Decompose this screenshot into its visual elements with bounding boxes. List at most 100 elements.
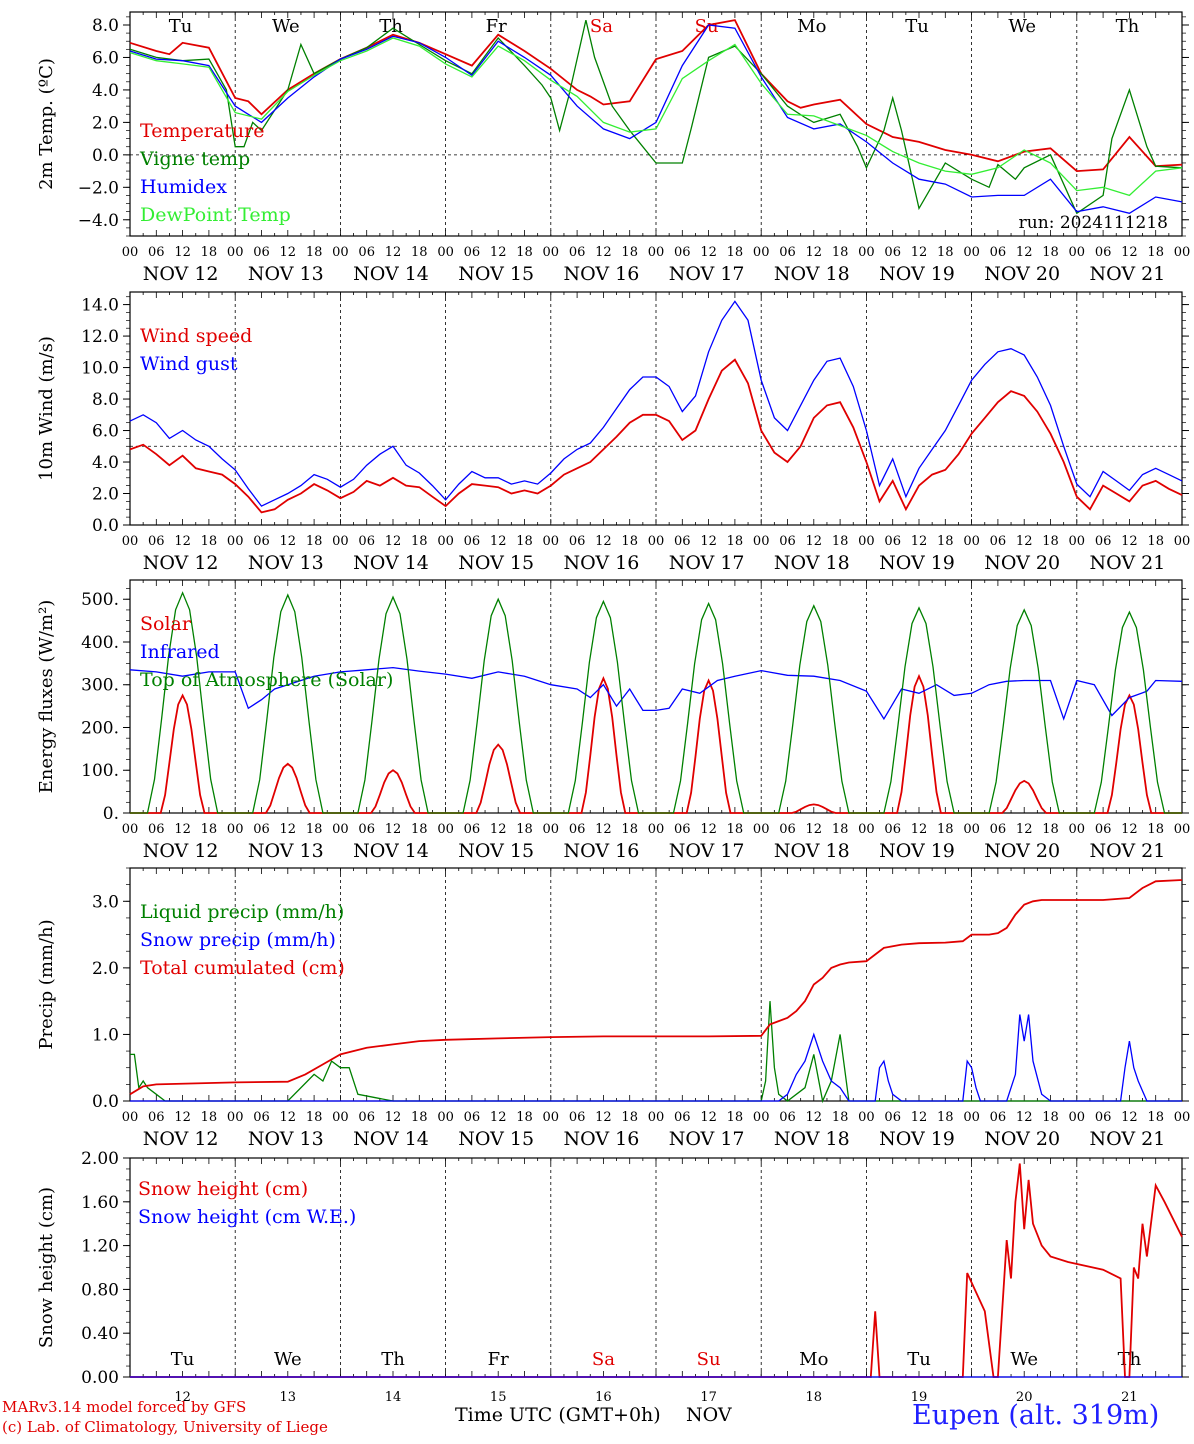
hour-label: 06 xyxy=(884,822,901,837)
date-label: NOV 18 xyxy=(774,840,850,862)
hour-label: 18 xyxy=(832,822,849,837)
hour-label: 12 xyxy=(174,245,191,260)
date-label: NOV 12 xyxy=(143,1128,219,1150)
y-tick-label: 1.20 xyxy=(81,1237,119,1257)
hour-label: 00 xyxy=(122,822,139,837)
hour-label: 12 xyxy=(174,1110,191,1125)
date-label: NOV 12 xyxy=(143,840,219,862)
hour-label: 00 xyxy=(858,534,875,549)
hour-label: 06 xyxy=(990,245,1007,260)
date-label: NOV 17 xyxy=(669,552,745,574)
date-label: NOV 14 xyxy=(353,263,429,285)
hour-label: 18 xyxy=(937,245,954,260)
date-label: NOV 20 xyxy=(984,1128,1060,1150)
day-number-label: 15 xyxy=(490,1390,507,1405)
weekday-label: Tu xyxy=(905,16,929,37)
weekday-label: Th xyxy=(1116,16,1140,37)
date-label: NOV 21 xyxy=(1089,1128,1165,1150)
hour-label: 18 xyxy=(727,1110,744,1125)
hour-label: 06 xyxy=(674,1110,691,1125)
hour-label: 00 xyxy=(332,534,349,549)
weekday-label: Th xyxy=(379,16,403,37)
series-line-humidex xyxy=(129,24,1183,214)
legend-entry: Humidex xyxy=(140,176,227,198)
hour-label: 00 xyxy=(227,1110,244,1125)
hour-label: 12 xyxy=(1016,1110,1033,1125)
hour-label: 00 xyxy=(753,1110,770,1125)
hour-label: 18 xyxy=(1042,534,1059,549)
y-axis-label: 2m Temp. (ºC) xyxy=(36,58,57,190)
hour-label: 00 xyxy=(543,245,560,260)
hour-label: 06 xyxy=(148,1110,165,1125)
hour-label: 12 xyxy=(1016,245,1033,260)
y-axis-label: Precip (mm/h) xyxy=(36,919,57,1049)
hour-label: 18 xyxy=(727,822,744,837)
hour-label: 06 xyxy=(253,245,270,260)
hour-label: 12 xyxy=(385,822,402,837)
x-axis-title: Time UTC (GMT+0h) xyxy=(455,1404,661,1426)
weekday-label: Mo xyxy=(799,1349,828,1370)
hour-label: 12 xyxy=(595,534,612,549)
hour-label: 12 xyxy=(1016,534,1033,549)
date-label: NOV 15 xyxy=(458,263,534,285)
hour-label: 12 xyxy=(174,822,191,837)
hour-label: 06 xyxy=(674,822,691,837)
hour-label: 06 xyxy=(464,822,481,837)
date-label: NOV 12 xyxy=(143,263,219,285)
hour-label: 18 xyxy=(937,534,954,549)
hour-label: 00 xyxy=(332,245,349,260)
hour-label: 06 xyxy=(1095,245,1112,260)
hour-label: 00 xyxy=(963,245,980,260)
legend-entry: Infrared xyxy=(140,641,220,663)
hour-label: 12 xyxy=(911,822,928,837)
date-label: NOV 18 xyxy=(774,1128,850,1150)
hour-label: 18 xyxy=(306,245,323,260)
hour-label: 12 xyxy=(1121,1110,1138,1125)
hour-label: 00 xyxy=(122,245,139,260)
hour-label: 00 xyxy=(1069,534,1086,549)
hour-label: 06 xyxy=(569,822,586,837)
hour-label: 00 xyxy=(648,1110,665,1125)
date-label: NOV 18 xyxy=(774,552,850,574)
hour-label: 12 xyxy=(911,1110,928,1125)
date-label: NOV 13 xyxy=(248,552,324,574)
y-tick-label: 400. xyxy=(81,633,119,653)
y-tick-label: 10.0 xyxy=(81,359,119,379)
date-label: NOV 16 xyxy=(563,1128,639,1150)
credit-line-1: MARv3.14 model forced by GFS xyxy=(2,1398,247,1416)
station-name: Eupen (alt. 319m) xyxy=(912,1400,1160,1431)
legend-entry: Top of Atmosphere (Solar) xyxy=(140,669,393,691)
hour-label: 06 xyxy=(148,822,165,837)
hour-label: 00 xyxy=(1174,534,1191,549)
hour-label: 18 xyxy=(1042,1110,1059,1125)
hour-label: 12 xyxy=(490,822,507,837)
hour-label: 00 xyxy=(227,245,244,260)
hour-label: 00 xyxy=(437,534,454,549)
hour-label: 06 xyxy=(569,534,586,549)
legend-entry: Temperature xyxy=(140,120,264,142)
hour-label: 00 xyxy=(332,822,349,837)
hour-label: 18 xyxy=(201,1110,218,1125)
hour-label: 06 xyxy=(253,1110,270,1125)
date-label: NOV 17 xyxy=(669,263,745,285)
date-label: NOV 20 xyxy=(984,263,1060,285)
y-tick-label: 200. xyxy=(81,718,119,738)
hour-label: 00 xyxy=(543,1110,560,1125)
weekday-label: Sa xyxy=(590,16,613,37)
series-line-top-of-atmosphere-solar- xyxy=(130,591,1182,814)
hour-label: 06 xyxy=(358,822,375,837)
hour-label: 18 xyxy=(201,822,218,837)
y-tick-label: 0.00 xyxy=(81,1368,119,1388)
hour-label: 12 xyxy=(280,534,297,549)
hour-label: 06 xyxy=(779,534,796,549)
y-tick-label: 2.0 xyxy=(92,485,119,505)
day-number-label: 17 xyxy=(700,1390,717,1405)
panel-3: 0. 100. 200. 300. 400. 500. Energy fluxes (W/m… xyxy=(36,579,1190,862)
hour-label: 00 xyxy=(227,534,244,549)
date-label: NOV 21 xyxy=(1089,263,1165,285)
hour-label: 00 xyxy=(122,534,139,549)
hour-label: 18 xyxy=(516,822,533,837)
weekday-label: Tu xyxy=(907,1349,931,1370)
